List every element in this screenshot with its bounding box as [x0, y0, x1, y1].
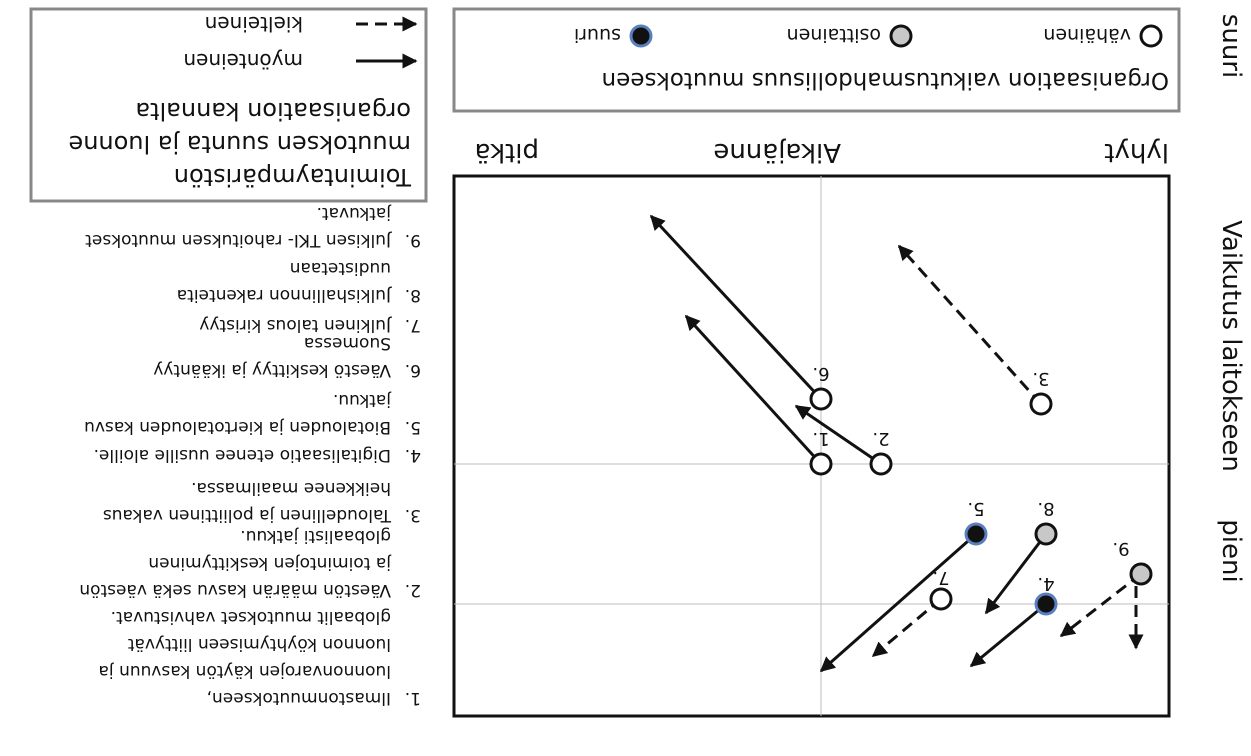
time-axis-left-label: lyhyt: [1104, 137, 1169, 167]
point-marker-7: [929, 587, 953, 611]
driver-number-8: 8.: [405, 285, 421, 305]
vertical-axis-bottom-label: suuri: [1216, 14, 1246, 78]
direction-legend-box: [29, 7, 428, 203]
arrow-7: [871, 597, 942, 658]
influence-legend-title: Organisaation vaikutusmahdollisuus muuto…: [602, 67, 1169, 93]
arrow-3: [897, 244, 1043, 406]
arrow-4: [969, 602, 1047, 668]
point-marker-2: [869, 452, 893, 476]
vahainen-marker-icon: [1139, 24, 1163, 48]
driver-line: luonnonvarojen käytön kasvuun ja: [99, 661, 392, 681]
point-label-1: 1.: [812, 428, 829, 449]
plot-frame: [452, 174, 1171, 718]
driver-number-9: 9.: [405, 230, 421, 250]
driver-line: heikkenee maailmassa.: [191, 478, 391, 498]
point-marker-8: [1034, 522, 1058, 546]
driver-number-7: 7.: [405, 315, 421, 335]
suuri-marker-icon: [629, 24, 653, 48]
driver-number-3: 3.: [405, 505, 421, 525]
driver-line: Digitalisaatio etenee uusille aloille.: [94, 445, 391, 465]
arrow-9: [1059, 572, 1142, 638]
driver-line: globaalisti jatkuu.: [240, 526, 391, 546]
point-marker-9: [1129, 562, 1153, 586]
driver-line: Julkishallinnon rakenteita: [177, 285, 392, 305]
driver-number-2: 2.: [405, 580, 421, 600]
driver-line: ja toimintojen keskittyminen: [148, 553, 392, 573]
driver-line: luonnon köyhtymiseen liittyvät: [127, 634, 391, 654]
arrows-layer: [649, 214, 1144, 673]
osittainen-marker-icon: [889, 24, 913, 48]
driver-line: jatkuvat.: [317, 203, 392, 223]
driver-line: Julkinen talous kiristyy: [199, 315, 392, 335]
arrow-8: [984, 533, 1048, 615]
vertical-axis-label: Vaikutus laitokseen: [1216, 220, 1246, 472]
point-marker-1: [809, 452, 833, 476]
osittainen-legend-label: osittainen: [787, 24, 881, 46]
influence-legend-box: [452, 7, 1181, 113]
driver-line: Ilmastonmuutokseen,: [207, 688, 391, 708]
influence-legend-items: vähäinen osittainen suuri: [574, 24, 1163, 48]
driver-line: globaalit muutokset vahvistuvat.: [111, 607, 391, 627]
point-marker-6: [809, 387, 833, 411]
vertical-axis-top-label: pieni: [1216, 519, 1246, 582]
driver-line: Taloudellinen ja poliittinen vakaus: [103, 505, 392, 525]
direction-legend-title-line-2: muutoksen suunta ja luonne: [68, 130, 411, 158]
arrow-1: [684, 314, 823, 466]
direction-legend-title-line-3: organisaation kannalta: [135, 97, 411, 125]
point-label-2: 2.: [872, 428, 889, 449]
time-axis-right-label: pitkä: [475, 137, 539, 167]
point-label-4: 4.: [1037, 573, 1054, 594]
driver-line: Julkisen TKI- rahoituksen muutokset: [85, 230, 392, 250]
driver-number-1: 1.: [405, 688, 421, 708]
point-label-7: 7.: [932, 567, 949, 588]
driver-line: uudistetaan: [290, 258, 391, 278]
driver-line: jatkuu.: [333, 390, 392, 410]
driver-line: Väestö keskittyy ja ikääntyy: [153, 360, 391, 380]
driver-line: Väestön määrän kasvu sekä väestön: [79, 580, 391, 600]
driver-line: Biotalouden ja kiertotalouden kasvu: [84, 417, 391, 437]
markers-layer: 1. 2. 3. 4. 5. 6. 7. 8. 9.: [809, 363, 1153, 616]
point-marker-4: [1034, 592, 1058, 616]
point-label-9: 9.: [1112, 538, 1129, 559]
driver-number-4: 4.: [405, 445, 421, 465]
point-label-8: 8.: [1037, 498, 1054, 519]
negative-legend-label: kielteinen: [205, 12, 303, 36]
direction-legend-title-line-1: Toimintaympäristön: [174, 163, 412, 191]
driver-list: 1. Ilmastonmuutokseen, luonnonvarojen käyt…: [79, 203, 421, 708]
arrow-5: [819, 532, 977, 673]
vahainen-legend-label: vähäinen: [1043, 24, 1131, 46]
point-marker-3: [1029, 392, 1053, 416]
positive-legend-label: myönteinen: [183, 49, 303, 73]
point-marker-5: [964, 522, 988, 546]
driver-number-5: 5.: [405, 417, 421, 437]
point-label-5: 5.: [967, 498, 984, 519]
point-label-6: 6.: [812, 363, 829, 384]
suuri-legend-label: suuri: [574, 24, 621, 46]
driver-line: Suomessa: [304, 333, 391, 353]
time-axis-title: Aikajänne: [713, 137, 841, 167]
arrow-2: [794, 404, 882, 466]
driver-number-6: 6.: [405, 360, 421, 380]
arrow-6: [649, 214, 823, 401]
point-label-3: 3.: [1032, 368, 1049, 389]
